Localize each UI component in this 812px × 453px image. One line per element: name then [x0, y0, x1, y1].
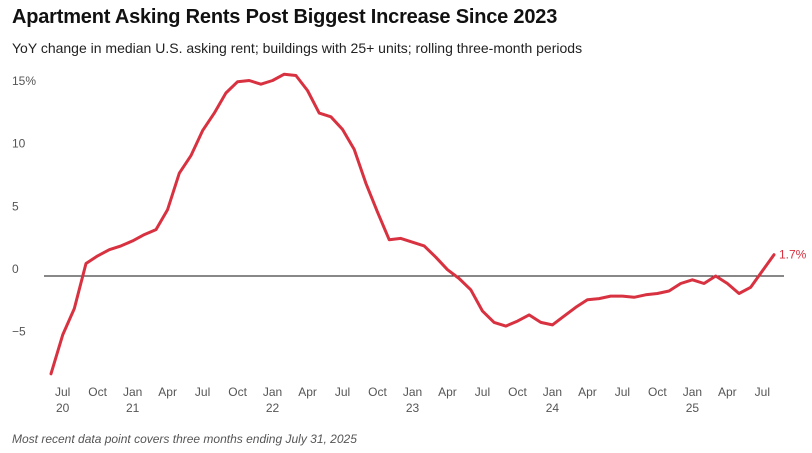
- x-tick-label: Apr: [298, 385, 317, 399]
- footnote: Most recent data point covers three mont…: [12, 432, 357, 446]
- x-tick-label: Apr: [578, 385, 597, 399]
- x-tick-year-label: 25: [686, 401, 700, 415]
- x-tick-label: Jul: [755, 385, 770, 399]
- x-tick-year-label: 23: [406, 401, 420, 415]
- y-tick-label: 0: [12, 262, 19, 276]
- x-tick-label: Oct: [368, 385, 387, 399]
- x-tick-label: Jul: [55, 385, 70, 399]
- x-tick-year-label: 21: [126, 401, 140, 415]
- y-axis-ticks: 15% 10 5 0 −5: [12, 74, 36, 339]
- x-tick-label: Oct: [228, 385, 247, 399]
- x-tick-label: Jan: [683, 385, 702, 399]
- x-tick-year-label: 24: [546, 401, 560, 415]
- series-line-yoy-rent: [49, 72, 776, 376]
- chart-subtitle: YoY change in median U.S. asking rent; b…: [12, 40, 583, 56]
- x-tick-label: Apr: [438, 385, 457, 399]
- x-tick-label: Jan: [123, 385, 142, 399]
- chart-title: Apartment Asking Rents Post Biggest Incr…: [12, 6, 558, 28]
- x-tick-label: Oct: [648, 385, 667, 399]
- x-tick-label: Jul: [475, 385, 490, 399]
- x-tick-label: Jan: [543, 385, 562, 399]
- y-tick-label: −5: [12, 325, 26, 339]
- y-tick-label: 10: [12, 137, 26, 151]
- y-tick-label: 5: [12, 199, 19, 213]
- last-value-label: 1.7%: [779, 248, 807, 262]
- x-tick-year-label: 20: [56, 401, 70, 415]
- y-tick-label: 15%: [12, 74, 36, 88]
- x-tick-label: Oct: [508, 385, 527, 399]
- x-tick-label: Oct: [88, 385, 107, 399]
- x-axis-ticks: Jul 20 Oct Jan 21 Apr Jul Oct Jan 22 Apr Jul Oct Jan 2…: [55, 385, 770, 415]
- x-tick-label: Apr: [158, 385, 177, 399]
- x-tick-label: Jul: [335, 385, 350, 399]
- x-tick-year-label: 22: [266, 401, 280, 415]
- x-tick-label: Jan: [263, 385, 282, 399]
- x-tick-label: Jul: [615, 385, 630, 399]
- x-tick-label: Jan: [403, 385, 422, 399]
- x-tick-label: Apr: [718, 385, 737, 399]
- x-tick-label: Jul: [195, 385, 210, 399]
